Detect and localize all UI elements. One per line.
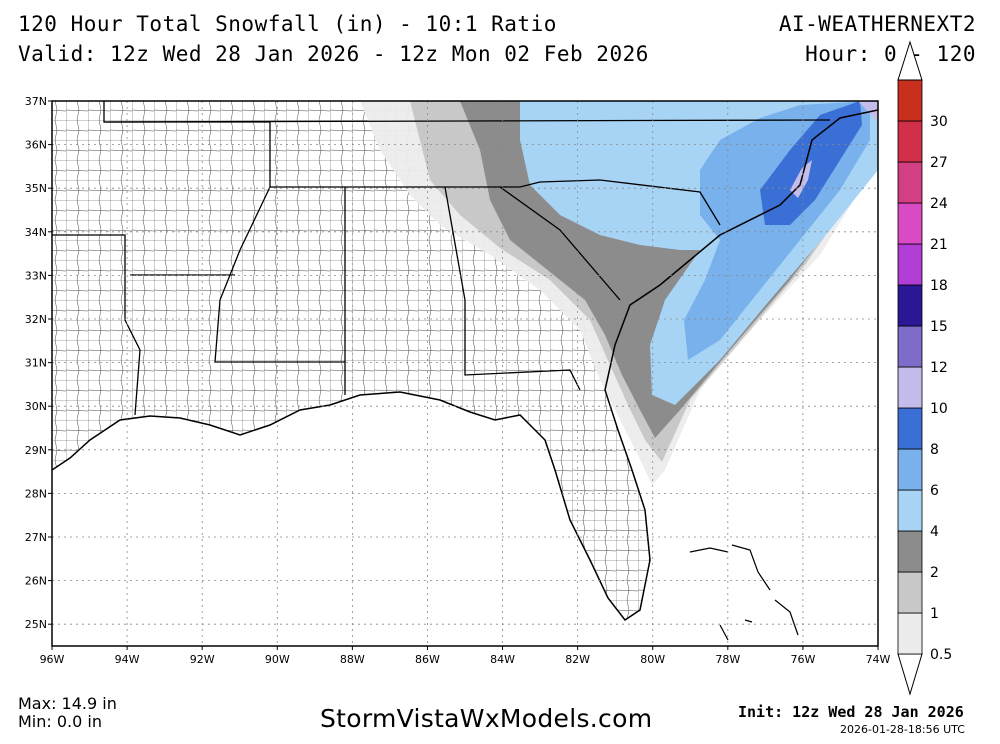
max-value: Max: 14.9 in	[18, 694, 117, 713]
lat-label: 37N	[25, 95, 47, 108]
lat-label: 35N	[25, 182, 47, 195]
colorbar-segment	[897, 489, 923, 532]
coastline	[52, 109, 878, 622]
colorbar-label: 27	[930, 155, 948, 171]
lon-label: 94W	[115, 653, 140, 666]
lat-label: 34N	[25, 226, 47, 239]
lon-label: 84W	[490, 653, 515, 666]
colorbar-label: 4	[930, 524, 939, 540]
lon-label: 92W	[190, 653, 215, 666]
colorbar-label: 2	[930, 565, 939, 581]
lon-label: 82W	[565, 653, 590, 666]
colorbar-segment	[897, 120, 923, 163]
lat-label: 30N	[25, 400, 47, 413]
colorbar-label: 6	[930, 483, 939, 499]
forecast-hours: Hour: 0 - 120	[805, 42, 976, 66]
lat-label: 25N	[25, 618, 47, 631]
site-name: StormVistaWxModels.com	[320, 704, 653, 733]
init-time: Init: 12z Wed 28 Jan 2026	[738, 703, 964, 721]
colorbar-label: 10	[930, 401, 948, 417]
latitude-labels: 37N 36N 35N 34N 33N 32N 31N 30N 29N 28N 27N 26N 25N	[25, 95, 52, 631]
colorbar-high-arrow	[897, 40, 923, 81]
model-name: AI-WEATHERNEXT2	[778, 12, 976, 36]
bahamas	[689, 544, 799, 641]
colorbar-low-arrow	[897, 653, 923, 696]
lon-label: 74W	[866, 653, 891, 666]
lat-label: 32N	[25, 313, 47, 326]
lat-label: 31N	[25, 357, 47, 370]
lat-label: 26N	[25, 575, 47, 588]
lat-lon-grid	[52, 101, 878, 646]
lat-label: 27N	[25, 531, 47, 544]
colorbar-label: 21	[930, 237, 948, 253]
colorbar-label: 30	[930, 114, 948, 130]
colorbar-label: 12	[930, 360, 948, 376]
colorbar-label: 1	[930, 606, 939, 622]
colorbar-segment	[897, 202, 923, 245]
colorbar-segment	[897, 407, 923, 450]
colorbar-label: 18	[930, 278, 948, 294]
colorbar-label: 8	[930, 442, 939, 458]
lon-label: 80W	[640, 653, 665, 666]
colorbar-segment	[897, 79, 923, 122]
colorbar-label: 24	[930, 196, 948, 212]
lon-label: 86W	[415, 653, 440, 666]
lat-label: 28N	[25, 487, 47, 500]
lat-label: 33N	[25, 269, 47, 282]
colorbar-label: 0.5	[930, 647, 952, 663]
min-value: Min: 0.0 in	[18, 712, 102, 731]
colorbar-segment	[897, 366, 923, 409]
colorbar-segment	[897, 325, 923, 368]
lon-label: 78W	[715, 653, 740, 666]
lon-label: 76W	[790, 653, 815, 666]
colorbar-segment	[897, 530, 923, 573]
longitude-labels: 96W 94W 92W 90W 88W 86W 84W 82W 80W 78W 76W 74W	[40, 646, 891, 666]
colorbar-segment	[897, 612, 923, 655]
colorbar-segment	[897, 161, 923, 204]
map-title: 120 Hour Total Snowfall (in) - 10:1 Rati…	[18, 12, 557, 36]
map-frame	[51, 100, 879, 647]
lon-label: 96W	[40, 653, 65, 666]
colorbar-segment	[897, 243, 923, 286]
lon-label: 90W	[265, 653, 290, 666]
colorbar-segment	[897, 571, 923, 614]
colorbar-segment	[897, 448, 923, 491]
lon-label: 88W	[340, 653, 365, 666]
valid-period: Valid: 12z Wed 28 Jan 2026 - 12z Mon 02 …	[18, 42, 649, 66]
generated-time: 2026-01-28-18:56 UTC	[840, 723, 965, 736]
colorbar-segment	[897, 284, 923, 327]
colorbar-label: 15	[930, 319, 948, 335]
lat-label: 36N	[25, 139, 47, 152]
lat-label: 29N	[25, 444, 47, 457]
state-borders	[52, 101, 831, 416]
